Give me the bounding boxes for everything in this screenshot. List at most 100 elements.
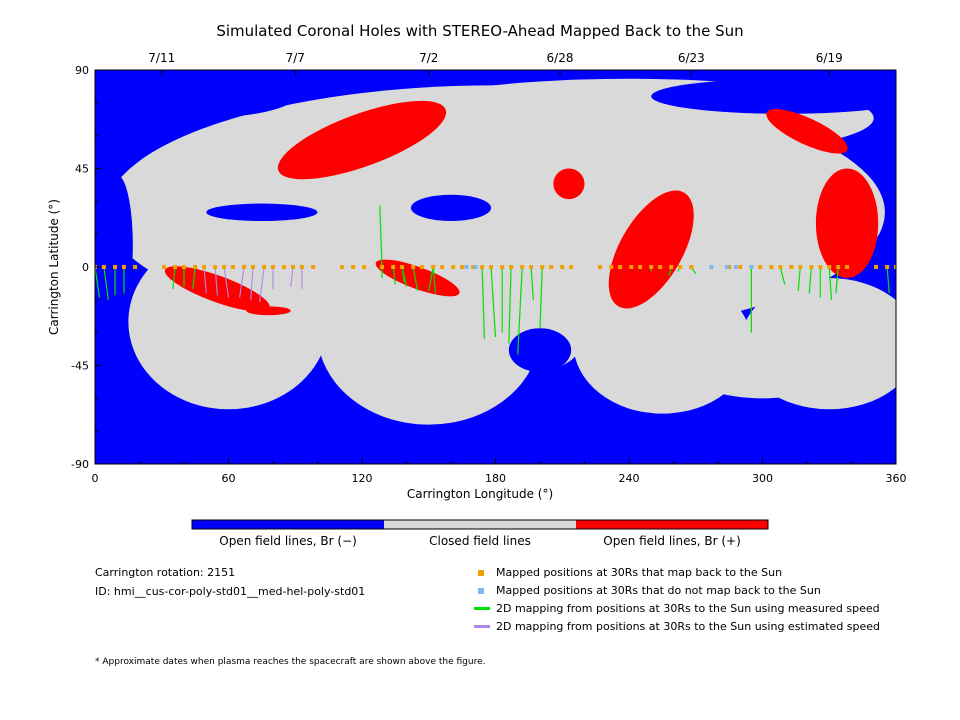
mapped-point [818,265,823,269]
open-positive-region [553,168,585,200]
not-mapped-point [709,265,714,269]
mapped-point [440,265,445,269]
plot-area [95,70,896,464]
not-mapped-point [733,265,738,269]
mapped-point [885,265,890,269]
mapped-point [669,265,674,269]
closed-field-region [695,354,830,399]
open-positive-region [375,259,460,297]
legend-label: Mapped positions at 30Rs that do not map… [496,584,821,597]
legend-swatch-mapped-back [478,569,484,576]
legend-swatch-estimated-speed [474,625,490,628]
estimated-speed-line [290,266,294,287]
top-date-label: 7/7 [286,51,305,65]
model-id-text: ID: hmi__cus-cor-poly-std01__med-hel-pol… [95,585,366,598]
mapped-point [182,265,186,269]
not-mapped-point [749,265,754,269]
mapped-point [689,265,694,269]
mapped-point [658,265,663,269]
mapped-point [894,265,896,269]
x-tick-label: 300 [752,472,773,485]
not-mapped-point [724,265,729,269]
legend-swatch-not-mapped [478,587,484,594]
mapped-point [161,265,166,269]
legend-label: Mapped positions at 30Rs that map back t… [496,566,783,579]
mapped-point [121,265,126,269]
mapped-point [500,265,505,269]
open-positive-region [815,168,879,278]
legend-item-mapped-back: Mapped positions at 30Rs that map back t… [474,566,782,579]
measured-speed-line [412,266,419,292]
mapped-point [678,265,683,269]
top-date-label: 6/23 [678,51,705,65]
mapped-point [520,265,525,269]
open-positive-region [608,190,694,309]
estimated-speed-line [259,266,265,303]
mapped-point [291,265,296,269]
colorbar-label-closed: Closed field lines [429,534,531,548]
mapped-point [769,265,774,269]
x-tick-label: 60 [222,472,236,485]
not-mapped-point [464,265,469,269]
mapped-point [540,265,545,269]
mapped-point [629,265,634,269]
mapped-point [299,265,304,269]
mapped-point [351,265,356,269]
mapped-point [560,265,565,269]
colorbar-negative [192,520,384,529]
colorbar-frame [191,519,769,530]
measured-speed-line [481,266,485,340]
legend-swatch-measured-speed [474,607,490,610]
top-date-label: 6/28 [547,51,574,65]
mapped-point [809,265,814,269]
measured-speed-line [172,266,176,289]
y-tick-label: 0 [82,261,89,274]
mapped-point [727,265,732,269]
x-tick-label: 360 [886,472,907,485]
measured-speed-line [508,266,512,344]
measured-speed-line [539,266,543,329]
mapped-point [339,265,344,269]
estimated-speed-line [203,266,207,294]
colorbar-positive [576,520,768,529]
estimated-speed-line [214,266,218,296]
mapped-point [431,265,436,269]
mapped-point [173,265,178,269]
top-date-label: 6/19 [816,51,843,65]
open-positive-region [246,306,291,316]
measured-speed-line [490,266,497,338]
open-negative-region [410,194,492,222]
y-tick-label: 90 [75,64,89,77]
x-axis-label: Carrington Longitude (°) [407,487,553,501]
estimated-speed-line [223,266,230,298]
mapped-point [598,265,603,269]
closed-field-region [128,234,329,410]
mapped-point [471,265,476,269]
measured-speed-line [828,266,833,300]
chart-title: Simulated Coronal Holes with STEREO-Ahea… [216,22,743,40]
mapped-point [609,265,614,269]
legend-item-not-mapped: Mapped positions at 30Rs that do not map… [474,584,821,597]
mapped-point [549,265,554,269]
mapped-point [618,265,623,269]
mapped-point [827,265,832,269]
mapped-point [758,265,763,269]
measured-speed-line [392,266,396,285]
measured-speed-line [379,205,383,268]
closed-field-region [317,240,540,425]
mapped-point [362,265,367,269]
mapped-point [133,265,138,269]
mapped-point [509,265,514,269]
measured-speed-line [95,266,101,298]
measured-speed-line [401,266,405,283]
y-tick-label: -90 [71,458,89,471]
mapped-point [282,265,287,269]
mapped-point [230,265,235,269]
mapped-point [789,265,794,269]
x-tick-label: 180 [485,472,506,485]
mapped-point [649,265,654,269]
y-tick-label: 45 [75,163,89,176]
mapped-point [222,265,227,269]
x-tick-label: 240 [619,472,640,485]
